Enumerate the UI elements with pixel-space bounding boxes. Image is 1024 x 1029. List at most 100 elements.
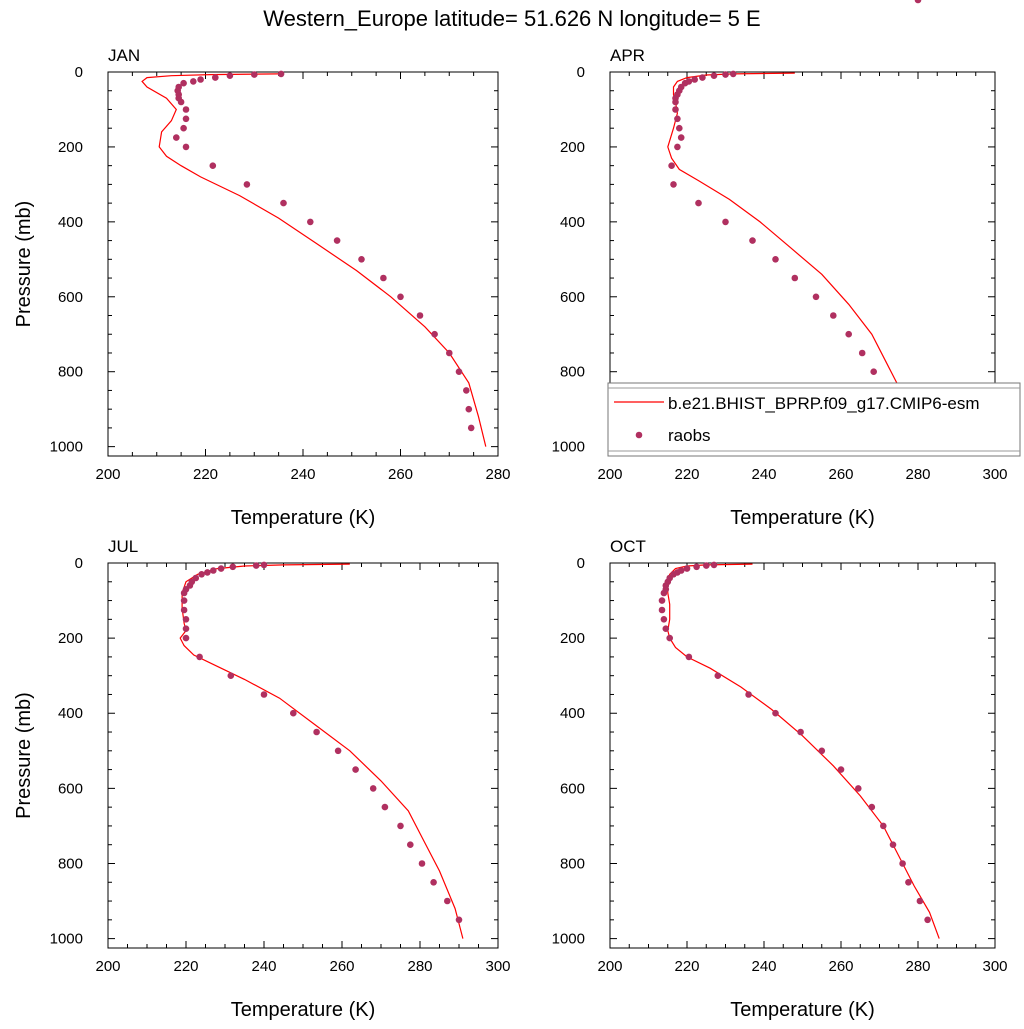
legend-obs-label: raobs <box>668 426 711 445</box>
raobs-point <box>333 237 341 244</box>
raobs-point <box>182 616 190 623</box>
raobs-point <box>180 597 188 604</box>
x-tick-label: 260 <box>828 466 853 483</box>
raobs-point <box>290 709 297 717</box>
y-tick-label: 200 <box>58 630 83 647</box>
raobs-point <box>465 405 473 413</box>
raobs-point <box>668 162 675 169</box>
x-tick-label: 200 <box>597 958 622 975</box>
y-tick-label: 0 <box>75 555 83 572</box>
raobs-point <box>703 562 710 569</box>
raobs-point <box>855 785 862 792</box>
raobs-point <box>397 293 404 301</box>
raobs-point <box>204 569 211 576</box>
y-tick-label: 600 <box>560 780 585 797</box>
raobs-point <box>899 860 906 867</box>
y-tick-label: 0 <box>577 555 585 572</box>
x-tick-label: 200 <box>95 958 120 975</box>
raobs-point <box>693 563 700 571</box>
raobs-point <box>260 561 268 569</box>
raobs-point <box>196 653 203 661</box>
raobs-point <box>674 115 681 123</box>
model-profile-line <box>141 73 487 447</box>
raobs-point <box>280 199 287 207</box>
x-tick-label: 200 <box>597 466 622 483</box>
x-tick-label: 300 <box>982 466 1007 483</box>
raobs-point <box>251 71 258 78</box>
raobs-point <box>914 0 922 4</box>
raobs-point <box>334 747 342 755</box>
raobs-point <box>198 571 205 578</box>
x-tick-label: 220 <box>193 466 218 483</box>
raobs-point <box>797 728 804 736</box>
x-tick-label: 300 <box>982 958 1007 975</box>
raobs-point <box>313 728 320 736</box>
raobs-point <box>180 79 187 87</box>
raobs-point <box>180 124 187 132</box>
x-tick-label: 220 <box>674 466 699 483</box>
raobs-point <box>455 368 463 376</box>
raobs-point <box>444 897 451 905</box>
raobs-point <box>467 424 475 432</box>
raobs-point <box>358 255 365 263</box>
y-tick-label: 1000 <box>50 439 83 456</box>
raobs-point <box>812 293 820 301</box>
raobs-point <box>870 368 877 376</box>
y-tick-label: 200 <box>58 139 83 156</box>
y-tick-label: 0 <box>577 64 585 81</box>
raobs-point <box>180 606 188 614</box>
raobs-point <box>745 691 752 698</box>
y-tick-label: 600 <box>58 780 83 797</box>
raobs-point <box>695 199 702 207</box>
legend-box <box>607 382 1021 457</box>
y-tick-label: 400 <box>58 214 83 231</box>
raobs-point <box>182 634 190 642</box>
raobs-point <box>182 115 190 123</box>
y-axis-title: Pressure (mb) <box>13 201 35 328</box>
raobs-point <box>173 134 180 141</box>
raobs-point <box>710 561 718 569</box>
x-axis-title: Temperature (K) <box>730 507 875 529</box>
raobs-point <box>209 162 217 169</box>
raobs-point <box>662 625 670 632</box>
panel-label-apr: APR <box>610 46 645 65</box>
raobs-point <box>858 349 866 357</box>
legend-obs-marker <box>635 431 643 439</box>
x-tick-label: 260 <box>388 466 413 483</box>
x-tick-label: 260 <box>828 958 853 975</box>
raobs-point <box>180 589 188 597</box>
model-profile-line <box>667 72 933 447</box>
raobs-point <box>660 589 668 597</box>
raobs-point <box>791 274 799 282</box>
raobs-point <box>212 74 219 81</box>
raobs-point <box>916 897 924 905</box>
y-tick-label: 1000 <box>552 439 585 456</box>
raobs-point <box>683 565 691 572</box>
raobs-point <box>749 237 756 244</box>
raobs-point <box>252 562 260 569</box>
raobs-point <box>699 74 706 81</box>
panel-label-jan: JAN <box>108 46 140 65</box>
panels: 200 220 240 260 280 0 200 400 600 800 1000 JAN Tempe… <box>13 0 1008 1021</box>
raobs-point <box>380 274 387 282</box>
raobs-point <box>416 312 424 319</box>
x-tick-label: 280 <box>407 958 432 975</box>
y-tick-label: 200 <box>560 630 585 647</box>
raobs-point <box>837 766 845 773</box>
raobs-point <box>889 841 897 848</box>
raobs-point <box>229 563 237 571</box>
y-tick-label: 1000 <box>50 931 83 948</box>
raobs-point <box>710 72 718 79</box>
raobs-point <box>463 387 470 394</box>
y-tick-label: 800 <box>58 364 83 381</box>
x-tick-label: 200 <box>95 466 120 483</box>
raobs-point <box>446 349 453 357</box>
y-tick-label: 400 <box>560 705 585 722</box>
raobs-point <box>924 916 931 924</box>
raobs-point <box>772 255 779 263</box>
y-tick-label: 1000 <box>552 931 585 948</box>
raobs-point <box>407 841 414 848</box>
raobs-point <box>369 785 377 792</box>
raobs-point <box>226 72 234 79</box>
